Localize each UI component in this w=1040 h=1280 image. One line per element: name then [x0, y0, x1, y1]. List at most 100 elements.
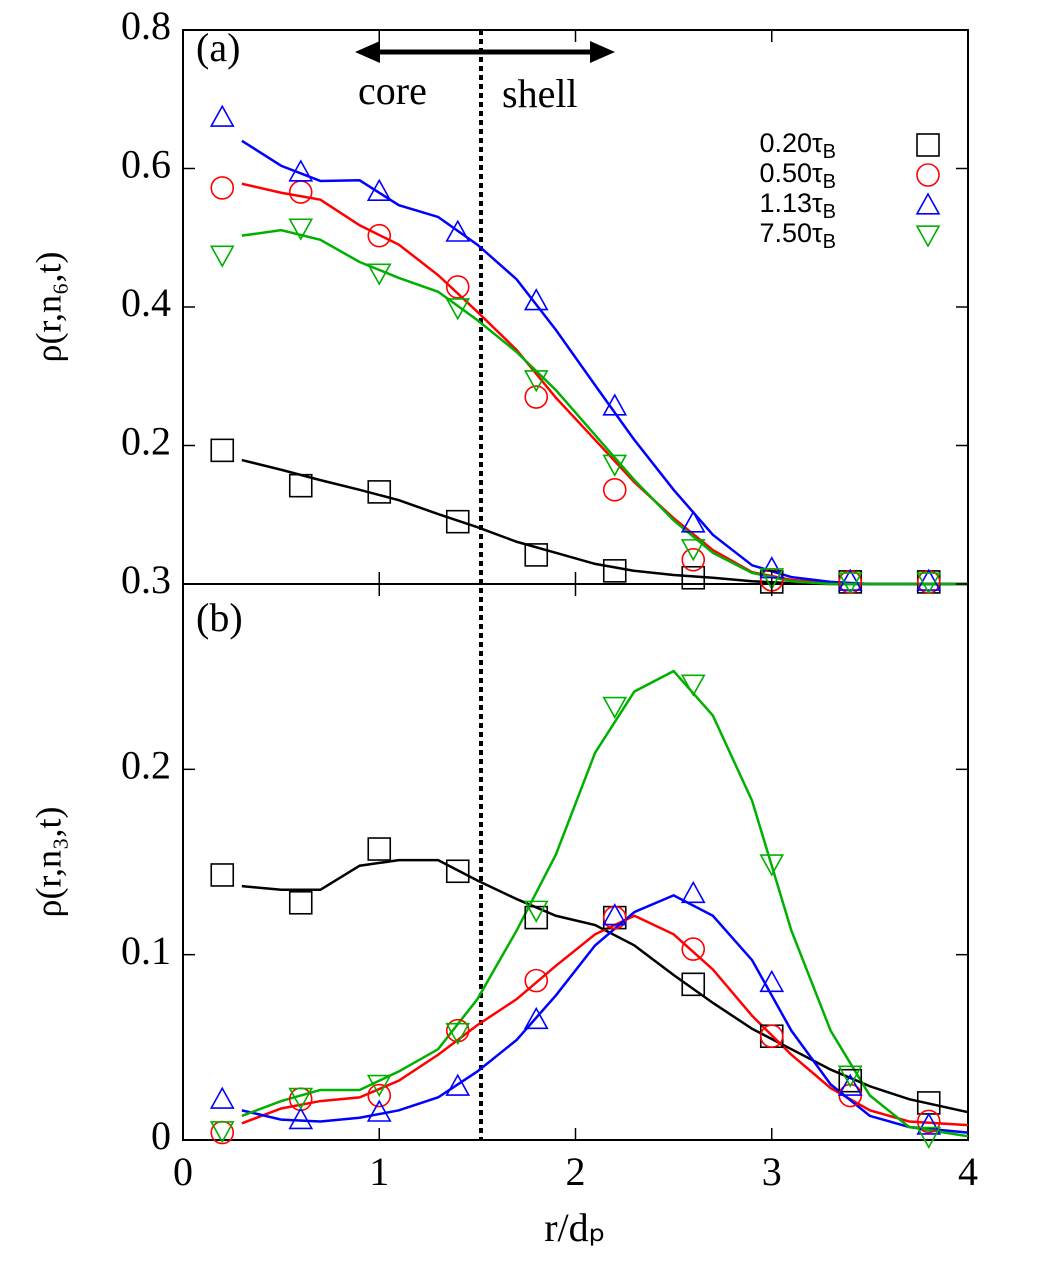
marker	[367, 1083, 392, 1108]
marker	[367, 223, 392, 248]
y-tick-label: 0.2	[121, 419, 171, 464]
marker	[837, 1065, 863, 1088]
marker	[445, 1018, 470, 1043]
marker	[602, 559, 627, 583]
marker	[445, 1022, 471, 1046]
marker	[837, 1073, 863, 1096]
y-tick-label: 0.2	[121, 743, 171, 788]
marker	[524, 968, 549, 993]
marker	[209, 245, 235, 268]
marker	[602, 454, 628, 477]
y-axis-label: ρ(r,n₆,t)	[28, 251, 68, 362]
x-tick-label: 4	[958, 1149, 978, 1194]
marker	[288, 890, 313, 915]
legend-subscript: B	[823, 141, 836, 163]
marker	[602, 478, 627, 502]
marker	[288, 1106, 314, 1130]
annotation: core	[358, 68, 427, 113]
marker	[210, 438, 235, 463]
marker	[523, 900, 549, 923]
legend-subscript: B	[823, 231, 836, 253]
legend-subscript: B	[823, 201, 836, 223]
marker	[445, 1073, 471, 1096]
marker	[680, 510, 706, 533]
legend-label: 0.20τB	[759, 128, 836, 163]
marker	[288, 1087, 314, 1111]
legend-text: 0.50τ	[759, 158, 823, 188]
marker	[209, 1121, 235, 1144]
y-tick-label: 0	[151, 1113, 171, 1158]
marker	[759, 1024, 784, 1049]
marker	[288, 180, 313, 204]
y-tick-label: 0.8	[121, 3, 171, 48]
marker	[366, 1099, 392, 1122]
fit-line	[241, 893, 969, 1134]
panel-label: (b)	[196, 595, 243, 640]
fit-line	[241, 669, 969, 1138]
marker	[759, 556, 785, 579]
marker	[680, 539, 706, 562]
x-tick-label: 0	[173, 1149, 193, 1194]
x-tick-label: 1	[369, 1149, 389, 1194]
legend-label: 0.50τB	[759, 158, 836, 193]
fit-line	[241, 228, 968, 586]
legend-marker	[915, 192, 941, 215]
marker	[523, 370, 549, 393]
legend-text: 7.50τ	[759, 218, 823, 248]
marker	[838, 1068, 863, 1093]
marker	[523, 1006, 549, 1030]
legend-text: 1.13τ	[759, 188, 823, 218]
marker	[916, 1126, 942, 1149]
fit-line	[241, 182, 968, 586]
marker	[680, 674, 706, 697]
marker	[288, 218, 314, 241]
y-tick-label: 0.6	[121, 142, 171, 187]
marker	[210, 863, 235, 887]
legend-marker	[916, 133, 940, 157]
marker	[681, 565, 706, 590]
marker	[681, 972, 706, 997]
legend-label: 1.13τB	[759, 188, 836, 223]
marker	[210, 176, 235, 200]
fit-line	[241, 458, 968, 586]
y-axis-label: ρ(r,n₃,t)	[28, 806, 68, 917]
marker	[367, 480, 392, 504]
marker	[602, 696, 628, 719]
legend-text: 0.20τ	[759, 128, 823, 158]
legend-subscript: B	[823, 171, 836, 193]
marker	[445, 509, 470, 534]
marker	[367, 837, 392, 861]
marker	[209, 104, 235, 127]
marker	[837, 568, 863, 591]
marker	[524, 905, 549, 930]
y-tick-label: 0.3	[121, 557, 171, 602]
x-axis-label: r/dₚ	[544, 1205, 606, 1250]
marker	[837, 572, 863, 595]
marker	[680, 880, 706, 904]
marker	[445, 275, 470, 299]
legend-marker	[916, 163, 940, 187]
marker	[366, 1074, 392, 1098]
marker	[916, 1112, 942, 1135]
marker	[288, 159, 314, 182]
fit-line	[241, 858, 969, 1114]
marker	[759, 568, 785, 591]
double-arrow	[355, 41, 615, 63]
x-tick-label: 3	[762, 1149, 782, 1194]
marker	[366, 263, 392, 286]
y-tick-label: 0.1	[121, 928, 171, 973]
fit-line	[241, 139, 968, 586]
marker	[524, 385, 549, 409]
marker	[524, 543, 549, 567]
legend-marker	[915, 225, 941, 248]
marker	[445, 219, 471, 242]
fit-line	[241, 914, 969, 1127]
marker	[602, 393, 628, 416]
marker	[916, 1109, 941, 1134]
marker	[445, 859, 470, 884]
marker	[445, 298, 471, 321]
y-tick-label: 0.4	[121, 280, 171, 325]
marker	[681, 547, 706, 572]
marker	[916, 568, 942, 591]
